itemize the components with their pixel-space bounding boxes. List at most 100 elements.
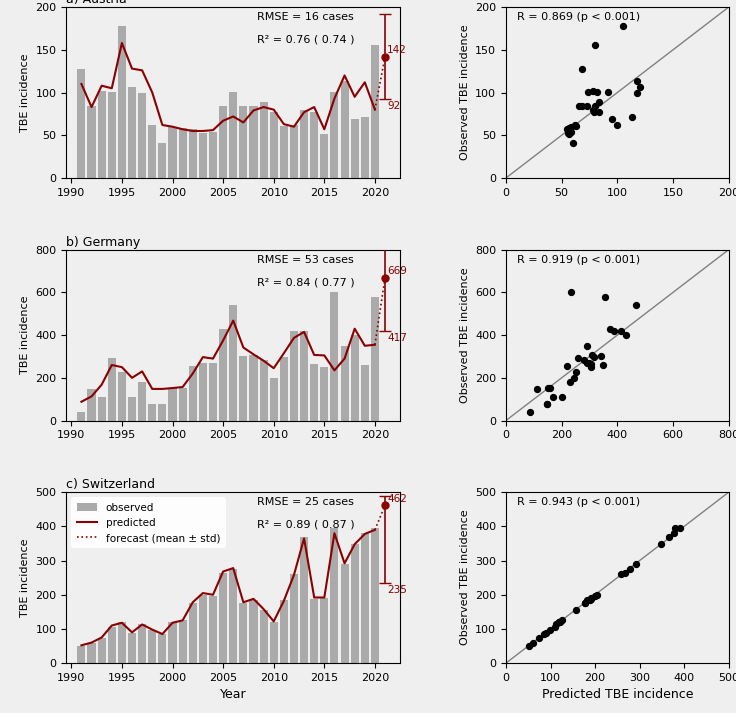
Point <box>540 627 552 639</box>
Text: b) Germany: b) Germany <box>66 235 141 249</box>
Bar <box>330 292 339 421</box>
Bar <box>209 132 217 178</box>
Point <box>549 622 561 633</box>
Point <box>617 20 629 31</box>
Bar <box>300 111 308 178</box>
Bar <box>361 118 369 178</box>
Bar <box>107 627 116 663</box>
Text: R² = 0.84 ( 0.77 ): R² = 0.84 ( 0.77 ) <box>257 277 354 287</box>
Point <box>584 594 595 605</box>
Point <box>587 105 598 116</box>
Point <box>620 329 631 341</box>
Bar <box>330 528 339 663</box>
Point <box>564 376 576 388</box>
Text: RMSE = 25 cases: RMSE = 25 cases <box>257 498 353 508</box>
Text: RMSE = 16 cases: RMSE = 16 cases <box>257 12 353 22</box>
Bar <box>239 603 247 663</box>
Point <box>587 85 598 96</box>
Bar <box>148 404 156 421</box>
Text: 669: 669 <box>387 266 407 276</box>
Point <box>527 637 539 649</box>
Point <box>579 597 591 609</box>
Point <box>669 523 681 534</box>
Bar <box>320 133 328 178</box>
Point <box>586 593 598 604</box>
Bar <box>250 106 258 178</box>
Point <box>573 101 585 112</box>
Bar <box>341 346 349 421</box>
Bar <box>290 125 298 178</box>
Bar <box>77 68 85 178</box>
Bar <box>290 573 298 663</box>
Point <box>582 86 594 98</box>
Point <box>615 568 627 579</box>
Bar <box>229 569 237 663</box>
Y-axis label: TBE incidence: TBE incidence <box>20 53 30 132</box>
Point <box>598 359 609 371</box>
Bar <box>320 598 328 663</box>
Point <box>538 628 550 640</box>
Point <box>631 87 643 98</box>
Point <box>564 128 576 139</box>
Text: 417: 417 <box>387 333 407 343</box>
Bar <box>269 112 277 178</box>
Point <box>615 325 627 337</box>
Point <box>567 137 578 148</box>
Bar <box>219 329 227 421</box>
Bar <box>209 597 217 663</box>
Point <box>592 589 604 600</box>
Point <box>630 299 642 310</box>
Point <box>592 86 604 98</box>
Point <box>662 531 674 543</box>
Bar <box>280 600 288 663</box>
Bar <box>179 620 187 663</box>
Point <box>523 640 535 652</box>
Point <box>568 373 580 384</box>
Point <box>624 563 636 575</box>
Point <box>573 352 584 364</box>
Point <box>631 76 643 87</box>
Point <box>581 101 593 112</box>
Bar <box>371 528 379 663</box>
Bar <box>128 397 136 421</box>
Point <box>578 354 590 365</box>
Point <box>612 119 623 130</box>
Point <box>565 126 576 138</box>
Bar <box>98 639 106 663</box>
Bar <box>330 92 339 178</box>
Bar <box>88 389 96 421</box>
Bar <box>310 364 318 421</box>
Point <box>542 383 554 394</box>
Bar <box>229 304 237 421</box>
Bar <box>199 133 207 178</box>
Bar <box>280 126 288 178</box>
Bar <box>199 364 207 421</box>
Point <box>544 383 556 394</box>
Point <box>525 406 537 418</box>
Point <box>634 81 645 92</box>
Bar <box>148 125 156 178</box>
Point <box>626 112 637 123</box>
Bar <box>209 363 217 421</box>
Text: 92: 92 <box>387 101 400 111</box>
Point <box>576 63 587 74</box>
Point <box>562 123 573 135</box>
Point <box>595 350 607 361</box>
Bar <box>350 119 358 178</box>
Bar <box>88 643 96 663</box>
Text: RMSE = 53 cases: RMSE = 53 cases <box>257 255 353 265</box>
Bar <box>371 45 379 178</box>
Bar <box>169 127 177 178</box>
Bar <box>260 102 268 178</box>
Point <box>556 391 567 403</box>
Bar <box>128 86 136 178</box>
Bar <box>239 356 247 421</box>
Bar <box>138 382 146 421</box>
Point <box>608 326 620 337</box>
Y-axis label: Observed TBE incidence: Observed TBE incidence <box>459 267 470 403</box>
X-axis label: Predicted TBE incidence: Predicted TBE incidence <box>542 688 693 702</box>
Point <box>588 106 600 118</box>
Y-axis label: Observed TBE incidence: Observed TBE incidence <box>459 510 470 645</box>
Point <box>556 615 567 626</box>
Point <box>606 113 618 125</box>
